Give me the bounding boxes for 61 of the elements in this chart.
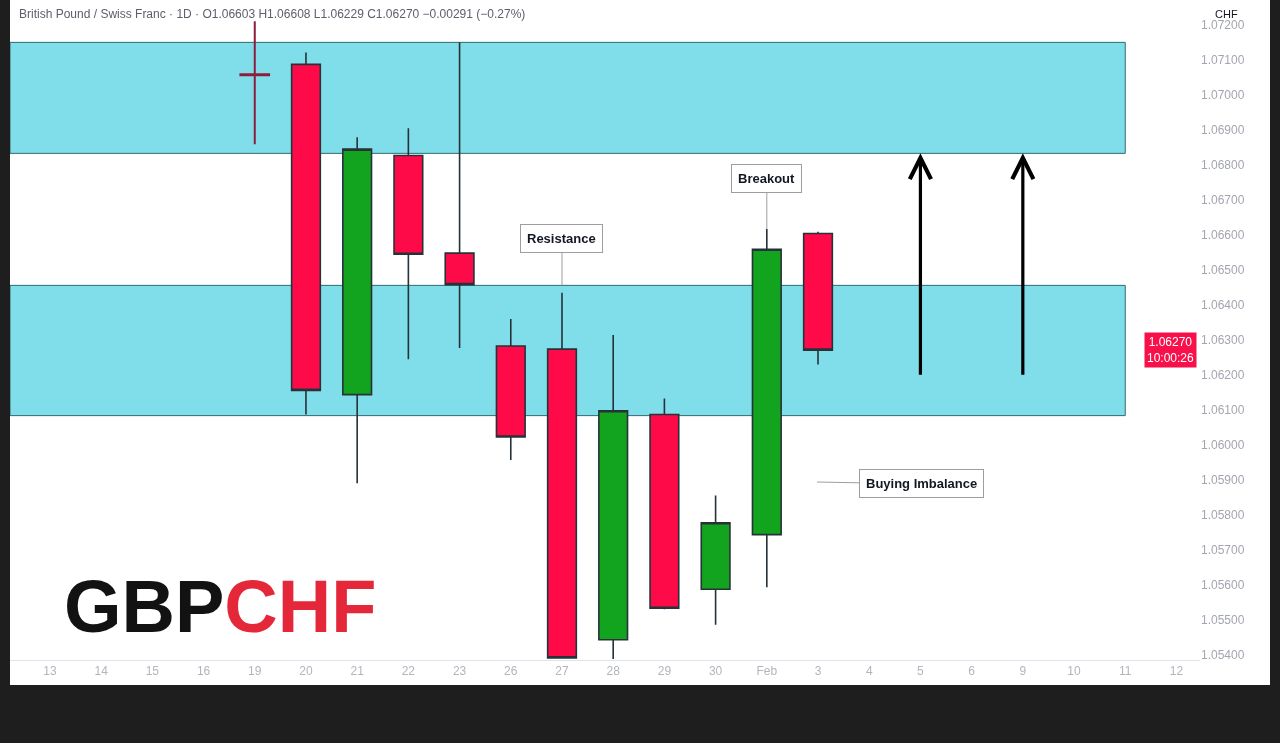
y-tick-label: 1.06000 — [1201, 437, 1245, 452]
y-tick-label: 1.05600 — [1201, 577, 1245, 592]
x-tick-label: 26 — [504, 664, 518, 679]
y-tick-label: 1.06800 — [1201, 157, 1245, 172]
x-tick-label: 11 — [1119, 664, 1132, 679]
annotation: Resistance — [527, 231, 596, 246]
text: British Pound / Swiss Franc · 1D · O1.06603 H1.06608 L1.06229 C1.06270 −0.00291 (−0.27%) — [19, 7, 526, 21]
x-tick-label: 10 — [1067, 664, 1082, 679]
y-tick-label: 1.06200 — [1201, 367, 1245, 382]
x-tick-label: 27 — [555, 664, 569, 679]
y-tick-label: 1.05500 — [1201, 612, 1245, 627]
y-tick-label: 1.06500 — [1201, 262, 1245, 277]
y-tick-label: 1.05400 — [1201, 647, 1245, 662]
y-tick-label: 1.06300 — [1201, 332, 1245, 347]
candlestick — [444, 41, 475, 349]
x-tick-label: 12 — [1169, 664, 1184, 679]
x-tick-label: 29 — [657, 664, 672, 679]
candlestick — [649, 397, 680, 611]
x-tick-label: 30 — [708, 664, 723, 679]
y-tick-label: 1.05800 — [1201, 507, 1245, 522]
text: GBPCHF — [64, 565, 377, 648]
x-tick-label: 5 — [917, 664, 925, 679]
y-tick-label: 1.05700 — [1201, 542, 1245, 557]
y-tick-label: 1.06900 — [1201, 122, 1245, 137]
x-tick-label: 19 — [248, 664, 262, 679]
y-tick-label: 1.06400 — [1201, 297, 1245, 312]
candlestick — [342, 136, 373, 484]
y-axis-title: CHF — [1215, 8, 1238, 20]
y-tick-label: 1.06700 — [1201, 192, 1245, 207]
x-tick-label: 16 — [196, 664, 211, 679]
x-tick-label: 22 — [401, 664, 416, 679]
candlestick — [290, 51, 322, 416]
x-tick-label: 6 — [968, 664, 976, 679]
x-tick-label: 28 — [606, 664, 621, 679]
candlestick — [751, 228, 782, 588]
annotation: 1.06270 10:00:26 — [1147, 335, 1195, 365]
x-tick-label: 23 — [452, 664, 467, 679]
candlestick — [598, 334, 629, 660]
annotation: Buying Imbalance — [866, 476, 978, 491]
candlestick — [393, 127, 424, 361]
x-tick-label: 14 — [94, 664, 109, 679]
candlestick — [239, 20, 271, 146]
y-tick-label: 1.07000 — [1201, 87, 1245, 102]
candlestick — [495, 318, 526, 461]
x-tick-label: 20 — [299, 664, 313, 679]
y-tick-label: 1.05900 — [1201, 472, 1245, 487]
x-tick-label: 3 — [814, 664, 822, 679]
x-tick-label: 15 — [145, 664, 160, 679]
x-tick-label: 9 — [1019, 664, 1027, 679]
candlestick — [700, 494, 731, 626]
x-tick-label: 21 — [350, 664, 365, 679]
candlestick — [802, 230, 834, 366]
candlestick — [546, 291, 578, 659]
y-tick-label: 1.07100 — [1201, 52, 1245, 67]
y-tick-label: 1.06100 — [1201, 402, 1245, 417]
x-tick-label: Feb — [756, 664, 778, 679]
annotation: Breakout — [738, 171, 796, 186]
x-tick-label: 4 — [865, 664, 873, 679]
y-tick-label: 1.07200 — [1201, 17, 1245, 32]
y-tick-label: 1.06600 — [1201, 227, 1245, 242]
x-tick-label: 13 — [43, 664, 57, 679]
